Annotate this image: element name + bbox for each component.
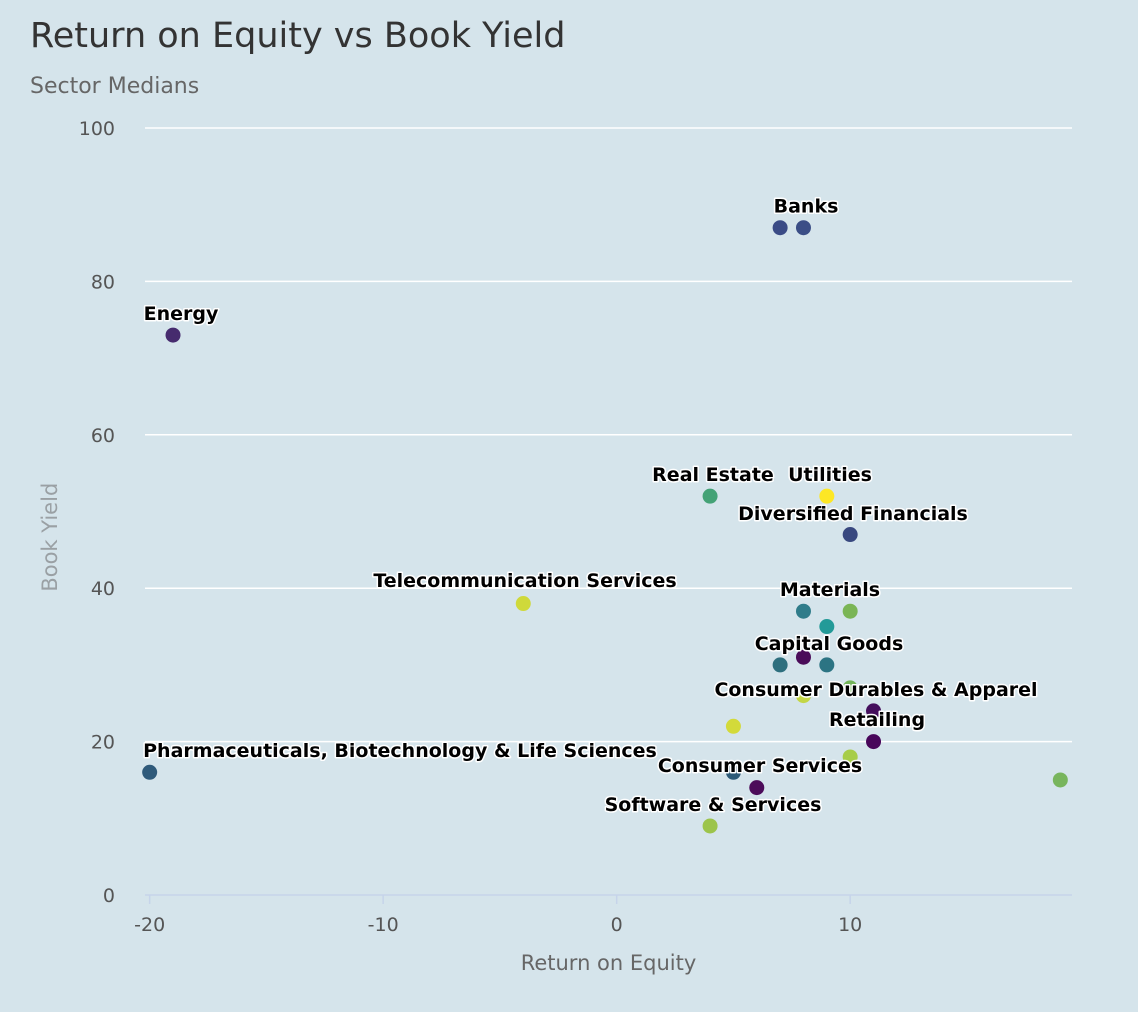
data-label: Materials xyxy=(780,579,880,601)
x-tick-label: 0 xyxy=(611,914,623,936)
chart-title: Return on Equity vs Book Yield xyxy=(30,16,566,56)
data-point[interactable] xyxy=(725,718,741,734)
data-point[interactable] xyxy=(795,649,811,665)
data-point[interactable] xyxy=(702,818,718,834)
data-label: Telecommunication Services xyxy=(373,570,676,592)
y-tick-label: 60 xyxy=(91,425,115,447)
data-point[interactable] xyxy=(1052,772,1068,788)
x-tick-label: -10 xyxy=(368,914,399,936)
data-label: Capital Goods xyxy=(755,633,904,655)
data-point[interactable] xyxy=(842,527,858,543)
data-label: Real Estate xyxy=(652,464,774,486)
data-point[interactable] xyxy=(819,619,835,635)
x-axis-title: Return on Equity xyxy=(521,951,697,975)
data-label: Retailing xyxy=(829,709,925,731)
data-label: Banks xyxy=(774,196,839,218)
axis-ticks: 0 20 40 60 80 100 -20 -10 0 10 xyxy=(79,118,863,936)
y-tick-label: 80 xyxy=(91,271,115,293)
data-point[interactable] xyxy=(842,680,858,696)
x-tick-label: -20 xyxy=(134,914,165,936)
data-point[interactable] xyxy=(842,749,858,765)
data-point[interactable] xyxy=(819,657,835,673)
grid-lines xyxy=(145,127,1072,896)
data-point[interactable] xyxy=(795,603,811,619)
data-label: Consumer Durables & Apparel xyxy=(714,679,1037,701)
y-tick-label: 40 xyxy=(91,578,115,600)
data-point[interactable] xyxy=(866,703,882,719)
data-point[interactable] xyxy=(795,220,811,236)
chart-subtitle: Sector Medians xyxy=(30,74,200,99)
data-point[interactable] xyxy=(772,220,788,236)
data-point[interactable] xyxy=(142,764,158,780)
data-label: Utilities xyxy=(788,464,872,486)
y-tick-label: 20 xyxy=(91,732,115,754)
data-point[interactable] xyxy=(749,780,765,796)
data-label: Diversified Financials xyxy=(738,503,968,525)
data-label: Consumer Services xyxy=(658,755,862,777)
data-point[interactable] xyxy=(772,657,788,673)
data-point[interactable] xyxy=(515,596,531,612)
data-label: Software & Services xyxy=(605,794,822,816)
y-axis-title: Book Yield xyxy=(38,483,62,592)
data-point[interactable] xyxy=(842,603,858,619)
y-tick-label: 0 xyxy=(103,885,115,907)
data-label: Pharmaceuticals, Biotechnology & Life Sc… xyxy=(143,740,657,762)
y-tick-label: 100 xyxy=(79,118,115,140)
data-point[interactable] xyxy=(702,488,718,504)
data-point[interactable] xyxy=(795,688,811,704)
data-label: Energy xyxy=(144,303,219,325)
data-point[interactable] xyxy=(866,734,882,750)
data-point[interactable] xyxy=(819,488,835,504)
data-point[interactable] xyxy=(725,764,741,780)
data-points xyxy=(142,220,1068,834)
data-labels: Banks Energy Real Estate Utilities Diversifi… xyxy=(142,194,1039,817)
x-tick-label: 10 xyxy=(838,914,862,936)
data-point[interactable] xyxy=(165,327,181,343)
